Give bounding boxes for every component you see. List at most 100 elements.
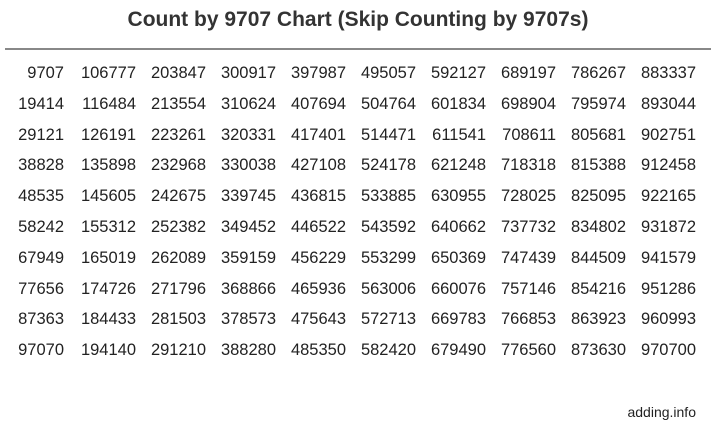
table-cell: 912458 [640, 156, 696, 175]
table-cell: 242675 [150, 187, 206, 206]
table-cell: 931872 [640, 218, 696, 236]
table-cell: 495057 [360, 64, 416, 82]
table-cell: 728025 [500, 187, 556, 206]
table-cell: 883337 [640, 64, 696, 82]
table-cell: 514471 [360, 125, 416, 144]
table-cell: 553299 [360, 248, 416, 267]
table-cell: 854216 [570, 279, 626, 298]
table-cell: 9707 [27, 64, 64, 82]
table-cell: 378573 [220, 310, 276, 329]
table-cell: 262089 [150, 248, 206, 267]
table-cell: 873630 [570, 341, 626, 360]
site-credit: adding.info [627, 404, 696, 420]
table-cell: 145605 [80, 187, 136, 206]
table-cell: 359159 [220, 248, 276, 267]
table-cell: 844509 [570, 248, 626, 267]
table-cell: 203847 [150, 64, 206, 82]
table-cell: 310624 [220, 94, 276, 113]
table-cell: 135898 [80, 156, 136, 175]
table-cell: 718318 [500, 156, 556, 175]
table-cell: 77656 [18, 279, 64, 298]
table-cell: 300917 [220, 64, 276, 82]
table-cell: 194140 [80, 341, 136, 360]
title-divider [5, 48, 711, 50]
table-cell: 116484 [82, 94, 136, 113]
table-cell: 446522 [290, 218, 346, 236]
table-cell: 795974 [570, 94, 626, 113]
table-cell: 737732 [500, 218, 556, 236]
table-cell: 592127 [430, 64, 486, 82]
page-title: Count by 9707 Chart (Skip Counting by 97… [127, 8, 589, 31]
table-cell: 485350 [290, 341, 346, 360]
table-cell: 922165 [640, 187, 696, 206]
table-cell: 97070 [18, 341, 64, 360]
table-cell: 436815 [290, 187, 346, 206]
table-cell: 456229 [290, 248, 346, 267]
table-cell: 465936 [290, 279, 346, 298]
table-cell: 87363 [18, 310, 64, 329]
table-cell: 58242 [18, 218, 64, 236]
table-cell: 650369 [430, 248, 486, 267]
table-cell: 184433 [80, 310, 136, 329]
table-cell: 106777 [80, 64, 136, 82]
table-cell: 349452 [220, 218, 276, 236]
table-cell: 174726 [80, 279, 136, 298]
table-cell: 660076 [430, 279, 486, 298]
table-cell: 679490 [430, 341, 486, 360]
table-cell: 232968 [150, 156, 206, 175]
table-cell: 29121 [18, 125, 64, 144]
table-cell: 223261 [150, 125, 206, 144]
table-cell: 786267 [570, 64, 626, 82]
table-cell: 893044 [640, 94, 696, 113]
table-cell: 533885 [360, 187, 416, 206]
table-cell: 48535 [18, 187, 64, 206]
table-cell: 291210 [150, 341, 206, 360]
table-cell: 582420 [360, 341, 416, 360]
table-cell: 757146 [500, 279, 556, 298]
table-cell: 368866 [220, 279, 276, 298]
table-cell: 397987 [290, 64, 346, 82]
table-cell: 766853 [500, 310, 556, 329]
table-cell: 155312 [80, 218, 136, 236]
table-cell: 417401 [290, 125, 346, 144]
table-cell: 747439 [500, 248, 556, 267]
table-cell: 630955 [430, 187, 486, 206]
table-cell: 572713 [360, 310, 416, 329]
table-cell: 805681 [570, 125, 626, 144]
table-cell: 611541 [432, 125, 486, 144]
table-cell: 951286 [640, 279, 696, 298]
table-cell: 543592 [360, 218, 416, 236]
table-cell: 669783 [430, 310, 486, 329]
table-cell: 271796 [150, 279, 206, 298]
table-cell: 19414 [18, 94, 64, 113]
table-cell: 281503 [150, 310, 206, 329]
table-cell: 825095 [570, 187, 626, 206]
table-cell: 970700 [640, 341, 696, 360]
table-cell: 815388 [570, 156, 626, 175]
table-cell: 941579 [640, 248, 696, 267]
table-cell: 863923 [570, 310, 626, 329]
table-cell: 563006 [360, 279, 416, 298]
table-cell: 601834 [430, 94, 486, 113]
table-cell: 38828 [18, 156, 64, 175]
table-cell: 330038 [220, 156, 276, 175]
table-cell: 320331 [220, 125, 276, 144]
table-cell: 524178 [360, 156, 416, 175]
table-cell: 698904 [500, 94, 556, 113]
table-cell: 339745 [220, 187, 276, 206]
table-cell: 475643 [290, 310, 346, 329]
table-cell: 960993 [640, 310, 696, 329]
table-cell: 388280 [220, 341, 276, 360]
table-cell: 504764 [360, 94, 416, 113]
table-cell: 165019 [80, 248, 136, 267]
table-cell: 689197 [500, 64, 556, 82]
table-cell: 621248 [430, 156, 486, 175]
table-cell: 834802 [570, 218, 626, 236]
table-cell: 213554 [150, 94, 206, 113]
table-cell: 640662 [430, 218, 486, 236]
table-cell: 427108 [290, 156, 346, 175]
table-cell: 126191 [80, 125, 136, 144]
table-cell: 708611 [502, 125, 556, 144]
table-cell: 252382 [150, 218, 206, 236]
table-cell: 776560 [500, 341, 556, 360]
